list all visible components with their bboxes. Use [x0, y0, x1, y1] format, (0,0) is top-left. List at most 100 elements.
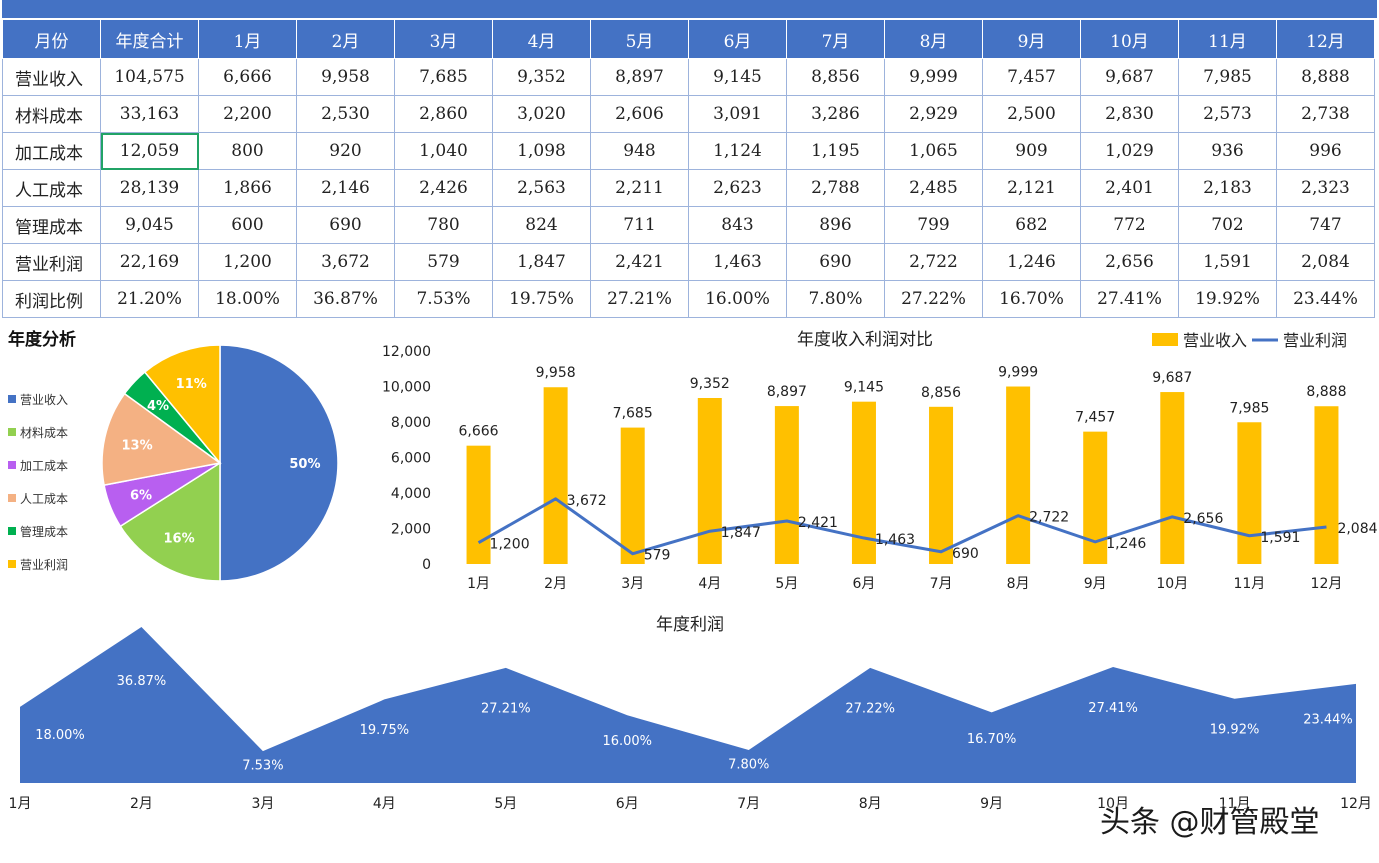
- top-header-bar: [2, 0, 1377, 18]
- table-cell[interactable]: 600: [198, 206, 297, 244]
- area-fill: [20, 627, 1356, 783]
- table-cell[interactable]: 2,830: [1080, 95, 1179, 133]
- table-cell[interactable]: 2,788: [786, 169, 885, 207]
- table-cell[interactable]: 22,169: [100, 243, 199, 281]
- column-header[interactable]: 8月: [884, 19, 983, 59]
- table-cell[interactable]: 36.87%: [296, 280, 395, 318]
- bar-data-label: 7,457: [1075, 410, 1115, 426]
- table-cell[interactable]: 1,591: [1178, 243, 1277, 281]
- table-cell[interactable]: 896: [786, 206, 885, 244]
- row-label[interactable]: 材料成本: [2, 95, 101, 133]
- table-cell[interactable]: 3,091: [688, 95, 787, 133]
- table-cell[interactable]: 682: [982, 206, 1081, 244]
- x-tick-label: 9月: [1084, 576, 1107, 592]
- table-cell[interactable]: 909: [982, 132, 1081, 170]
- table-cell[interactable]: 7.80%: [786, 280, 885, 318]
- legend-swatch: [8, 395, 16, 403]
- table-cell[interactable]: 690: [786, 243, 885, 281]
- x-tick-label: 11月: [1233, 576, 1265, 592]
- line-data-label: 1,591: [1260, 530, 1300, 546]
- table-cell[interactable]: 772: [1080, 206, 1179, 244]
- table-cell[interactable]: 1,847: [492, 243, 591, 281]
- row-label[interactable]: 人工成本: [2, 169, 101, 207]
- table-cell[interactable]: 12,059: [100, 132, 199, 170]
- table-cell[interactable]: 9,145: [688, 58, 787, 96]
- table-cell[interactable]: 2,146: [296, 169, 395, 207]
- table-cell[interactable]: 1,029: [1080, 132, 1179, 170]
- x-tick-label: 1月: [467, 576, 490, 592]
- table-cell[interactable]: 920: [296, 132, 395, 170]
- table-cell[interactable]: 1,040: [394, 132, 493, 170]
- table-row: 营业收入 104,575 6,666 9,958 7,685 9,352 8,897 9,14…: [2, 58, 1375, 96]
- table-cell[interactable]: 824: [492, 206, 591, 244]
- table-cell[interactable]: 2,738: [1276, 95, 1375, 133]
- area-data-label: 27.22%: [845, 702, 895, 717]
- table-cell[interactable]: 1,866: [198, 169, 297, 207]
- table-cell[interactable]: 7,985: [1178, 58, 1277, 96]
- table-cell[interactable]: 2,121: [982, 169, 1081, 207]
- column-header[interactable]: 2月: [296, 19, 395, 59]
- row-label[interactable]: 利润比例: [2, 280, 101, 318]
- area-data-label: 23.44%: [1303, 713, 1353, 728]
- row-label[interactable]: 营业收入: [2, 58, 101, 96]
- table-cell[interactable]: 579: [394, 243, 493, 281]
- table-cell[interactable]: 8,856: [786, 58, 885, 96]
- pie-slice-label: 11%: [176, 377, 207, 392]
- pie-slice: [143, 344, 221, 466]
- table-cell[interactable]: 2,530: [296, 95, 395, 133]
- table-cell[interactable]: 3,672: [296, 243, 395, 281]
- table-cell[interactable]: 2,401: [1080, 169, 1179, 207]
- table-cell[interactable]: 23.44%: [1276, 280, 1375, 318]
- table-cell[interactable]: 7.53%: [394, 280, 493, 318]
- column-header[interactable]: 7月: [786, 19, 885, 59]
- column-header[interactable]: 9月: [982, 19, 1081, 59]
- table-cell[interactable]: 19.92%: [1178, 280, 1277, 318]
- table-cell[interactable]: 9,687: [1080, 58, 1179, 96]
- table-cell[interactable]: 2,211: [590, 169, 689, 207]
- table-cell[interactable]: 16.70%: [982, 280, 1081, 318]
- table-cell[interactable]: 27.22%: [884, 280, 983, 318]
- table-cell[interactable]: 9,999: [884, 58, 983, 96]
- column-header[interactable]: 年度合计: [100, 19, 199, 59]
- table-cell[interactable]: 1,065: [884, 132, 983, 170]
- column-header[interactable]: 6月: [688, 19, 787, 59]
- table-cell[interactable]: 1,098: [492, 132, 591, 170]
- table-cell[interactable]: 19.75%: [492, 280, 591, 318]
- table-cell[interactable]: 2,563: [492, 169, 591, 207]
- legend-label: 人工成本: [20, 492, 68, 506]
- table-cell[interactable]: 2,485: [884, 169, 983, 207]
- table-cell[interactable]: 27.21%: [590, 280, 689, 318]
- table-cell[interactable]: 2,323: [1276, 169, 1375, 207]
- table-cell[interactable]: 27.41%: [1080, 280, 1179, 318]
- column-header[interactable]: 3月: [394, 19, 493, 59]
- table-cell[interactable]: 2,084: [1276, 243, 1375, 281]
- table-cell[interactable]: 2,656: [1080, 243, 1179, 281]
- table-cell[interactable]: 2,606: [590, 95, 689, 133]
- table-cell[interactable]: 1,124: [688, 132, 787, 170]
- table-cell[interactable]: 18.00%: [198, 280, 297, 318]
- column-header[interactable]: 11月: [1178, 19, 1277, 59]
- table-cell[interactable]: 1,200: [198, 243, 297, 281]
- table-cell[interactable]: 996: [1276, 132, 1375, 170]
- table-cell[interactable]: 8,888: [1276, 58, 1375, 96]
- table-cell[interactable]: 799: [884, 206, 983, 244]
- column-header[interactable]: 1月: [198, 19, 297, 59]
- table-cell[interactable]: 28,139: [100, 169, 199, 207]
- table-cell[interactable]: 2,929: [884, 95, 983, 133]
- table-cell[interactable]: 7,457: [982, 58, 1081, 96]
- table-cell[interactable]: 1,246: [982, 243, 1081, 281]
- table-cell[interactable]: 2,573: [1178, 95, 1277, 133]
- table-cell[interactable]: 9,958: [296, 58, 395, 96]
- table-cell[interactable]: 16.00%: [688, 280, 787, 318]
- table-cell[interactable]: 690: [296, 206, 395, 244]
- table-row: 利润比例 21.20% 18.00% 36.87% 7.53% 19.75% 27.21% 1…: [2, 280, 1375, 318]
- table-cell[interactable]: 1,463: [688, 243, 787, 281]
- table-cell[interactable]: 800: [198, 132, 297, 170]
- table-cell[interactable]: 2,860: [394, 95, 493, 133]
- table-cell[interactable]: 33,163: [100, 95, 199, 133]
- table-cell[interactable]: 2,421: [590, 243, 689, 281]
- table-cell[interactable]: 780: [394, 206, 493, 244]
- table-cell[interactable]: 1,195: [786, 132, 885, 170]
- column-header[interactable]: 5月: [590, 19, 689, 59]
- x-tick-label: 12月: [1311, 576, 1343, 592]
